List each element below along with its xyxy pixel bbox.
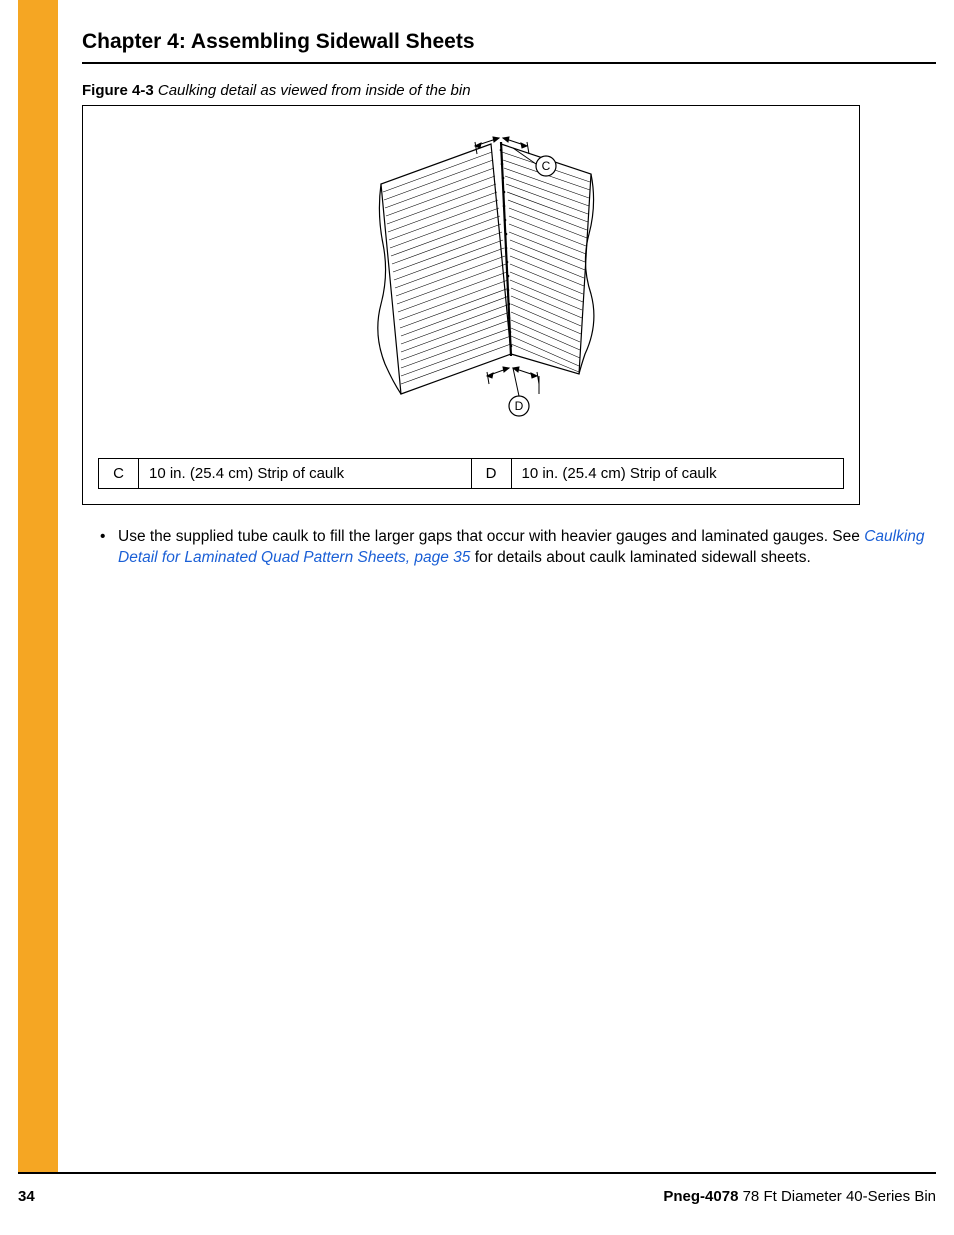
figure-box: C [82, 105, 860, 505]
page-number: 34 [18, 1188, 35, 1205]
title-rule [82, 62, 936, 64]
accent-sidebar [18, 0, 58, 1172]
bullet-text-post: for details about caulk laminated sidewa… [470, 549, 810, 566]
left-panel [378, 144, 511, 394]
figure-caption: Figure 4-3 Caulking detail as viewed fro… [82, 82, 936, 99]
table-row: C 10 in. (25.4 cm) Strip of caulk D 10 i… [99, 459, 844, 489]
list-item: Use the supplied tube caulk to fill the … [118, 527, 936, 569]
legend-desc: 10 in. (25.4 cm) Strip of caulk [139, 459, 472, 489]
diagram-area: C [83, 106, 859, 452]
footer-doc: Pneg-4078 78 Ft Diameter 40-Series Bin [663, 1188, 936, 1205]
doc-title: 78 Ft Diameter 40-Series Bin [738, 1188, 936, 1205]
bullet-text-pre: Use the supplied tube caulk to fill the … [118, 528, 864, 545]
svg-text:D: D [515, 399, 524, 413]
chapter-title: Chapter 4: Assembling Sidewall Sheets [82, 30, 936, 62]
page-footer: 34 Pneg-4078 78 Ft Diameter 40-Series Bi… [18, 1188, 936, 1205]
caulking-diagram: C [341, 124, 601, 434]
svg-text:C: C [542, 159, 551, 173]
doc-id: Pneg-4078 [663, 1188, 738, 1205]
legend-key: D [471, 459, 511, 489]
body-text: Use the supplied tube caulk to fill the … [82, 527, 936, 569]
legend-desc: 10 in. (25.4 cm) Strip of caulk [511, 459, 844, 489]
figure-legend-table: C 10 in. (25.4 cm) Strip of caulk D 10 i… [98, 458, 844, 489]
page: Chapter 4: Assembling Sidewall Sheets Fi… [0, 0, 954, 1235]
right-panel [501, 144, 594, 374]
callout-d: D [509, 368, 529, 416]
content-area: Chapter 4: Assembling Sidewall Sheets Fi… [82, 30, 936, 569]
legend-key: C [99, 459, 139, 489]
figure-description: Caulking detail as viewed from inside of… [158, 82, 471, 99]
footer-rule [18, 1172, 936, 1174]
figure-number: Figure 4-3 [82, 82, 154, 99]
bottom-dimension [487, 367, 539, 394]
